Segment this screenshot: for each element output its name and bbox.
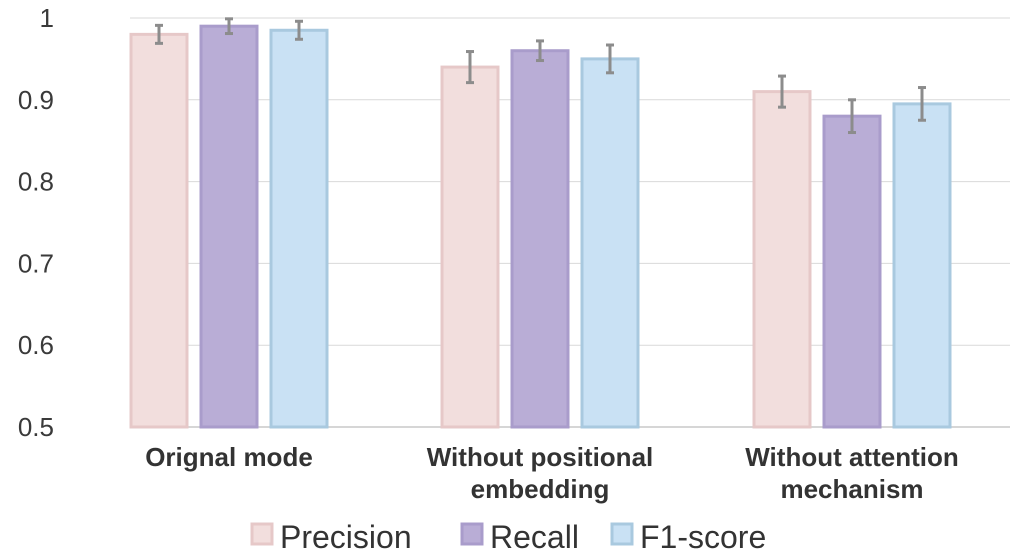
bar-precision (752, 90, 812, 429)
y-tick-label: 0.9 (18, 85, 54, 115)
bar-precision (440, 65, 500, 429)
bar-f1-score (892, 102, 952, 429)
legend-swatch-recall (460, 522, 484, 546)
bar-recall (510, 49, 570, 429)
y-tick-label: 0.8 (18, 167, 54, 197)
x-tick-label: mechanism (780, 474, 923, 504)
x-tick-label: Orignal mode (145, 442, 313, 472)
bar-recall (199, 24, 259, 429)
bar-precision (129, 32, 189, 429)
legend-swatch-f1-score (610, 522, 634, 546)
y-tick-label: 0.6 (18, 330, 54, 360)
legend-label: F1-score (640, 519, 766, 555)
legend-label: Precision (280, 519, 412, 555)
bar-f1-score (269, 28, 329, 429)
legend-label: Recall (490, 519, 579, 555)
x-tick-label: embedding (471, 474, 610, 504)
y-tick-label: 0.7 (18, 248, 54, 278)
y-tick-label: 0.5 (18, 412, 54, 442)
y-tick-label: 1 (40, 3, 54, 33)
bar-recall (822, 114, 882, 429)
x-tick-label: Without attention (745, 442, 958, 472)
legend-swatch-precision (250, 522, 274, 546)
bar-f1-score (580, 57, 640, 429)
x-tick-label: Without positional (427, 442, 654, 472)
